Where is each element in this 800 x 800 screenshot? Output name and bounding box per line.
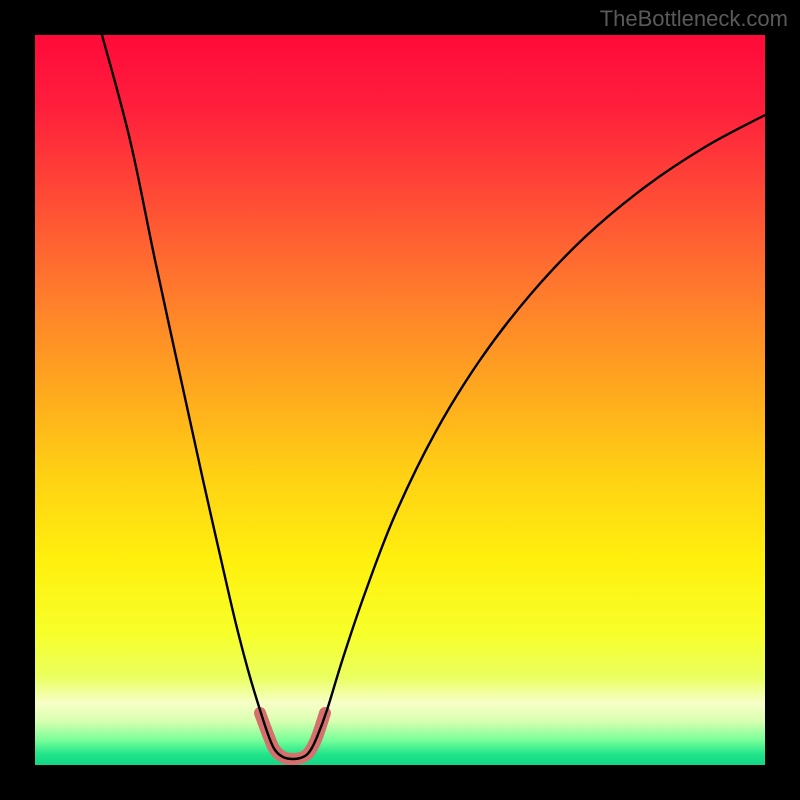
chart-container: TheBottleneck.com (0, 0, 800, 800)
plot-area (35, 35, 765, 765)
bottleneck-curve (102, 35, 765, 759)
watermark-text: TheBottleneck.com (600, 6, 788, 32)
curve-layer (35, 35, 765, 765)
